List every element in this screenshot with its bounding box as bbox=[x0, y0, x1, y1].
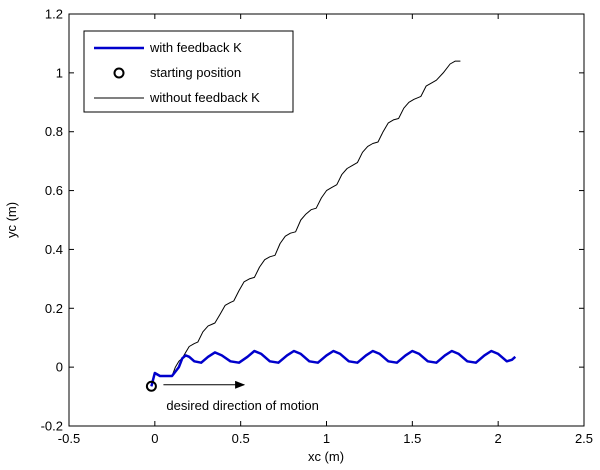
y-tick-label: -0.2 bbox=[41, 419, 63, 434]
legend-swatch-starting-position bbox=[113, 67, 125, 79]
legend: with feedback K starting position withou… bbox=[83, 30, 294, 113]
series-line-with-feedback bbox=[150, 349, 517, 387]
y-axis-label: yc (m) bbox=[4, 202, 19, 238]
x-tick-label: 0.5 bbox=[232, 431, 250, 446]
direction-annotation-text: desired direction of motion bbox=[166, 398, 318, 413]
legend-label-starting-position: starting position bbox=[150, 65, 241, 80]
series-layer bbox=[150, 60, 517, 387]
x-tick-label: 2.5 bbox=[575, 431, 593, 446]
annotation-layer: desired direction of motion bbox=[163, 380, 319, 413]
ticks-layer bbox=[68, 13, 585, 427]
legend-label-without-feedback: without feedback K bbox=[149, 90, 260, 105]
y-tick-label: 1.2 bbox=[45, 7, 63, 22]
x-tick-label: 1.5 bbox=[403, 431, 421, 446]
x-tick-label: -0.5 bbox=[58, 431, 80, 446]
marker-layer bbox=[145, 380, 157, 392]
y-tick-label: 0.6 bbox=[45, 183, 63, 198]
tick-labels-layer: -0.5 0 0.5 1 1.5 2 2.5 -0.2 0 0.2 0.4 0.6 0.8 1 1.2 bbox=[41, 7, 593, 447]
y-tick-label: 1 bbox=[56, 65, 63, 80]
legend-label-with-feedback: with feedback K bbox=[149, 40, 242, 55]
y-tick-label: 0.2 bbox=[45, 301, 63, 316]
x-tick-label: 2 bbox=[495, 431, 502, 446]
x-tick-label: 1 bbox=[323, 431, 330, 446]
x-axis-label: xc (m) bbox=[308, 449, 344, 464]
y-tick-label: 0 bbox=[56, 360, 63, 375]
starting-position-marker bbox=[145, 380, 157, 392]
series-line-without-feedback bbox=[150, 60, 461, 387]
y-tick-label: 0.4 bbox=[45, 242, 63, 257]
y-tick-label: 0.8 bbox=[45, 124, 63, 139]
x-tick-label: 0 bbox=[151, 431, 158, 446]
